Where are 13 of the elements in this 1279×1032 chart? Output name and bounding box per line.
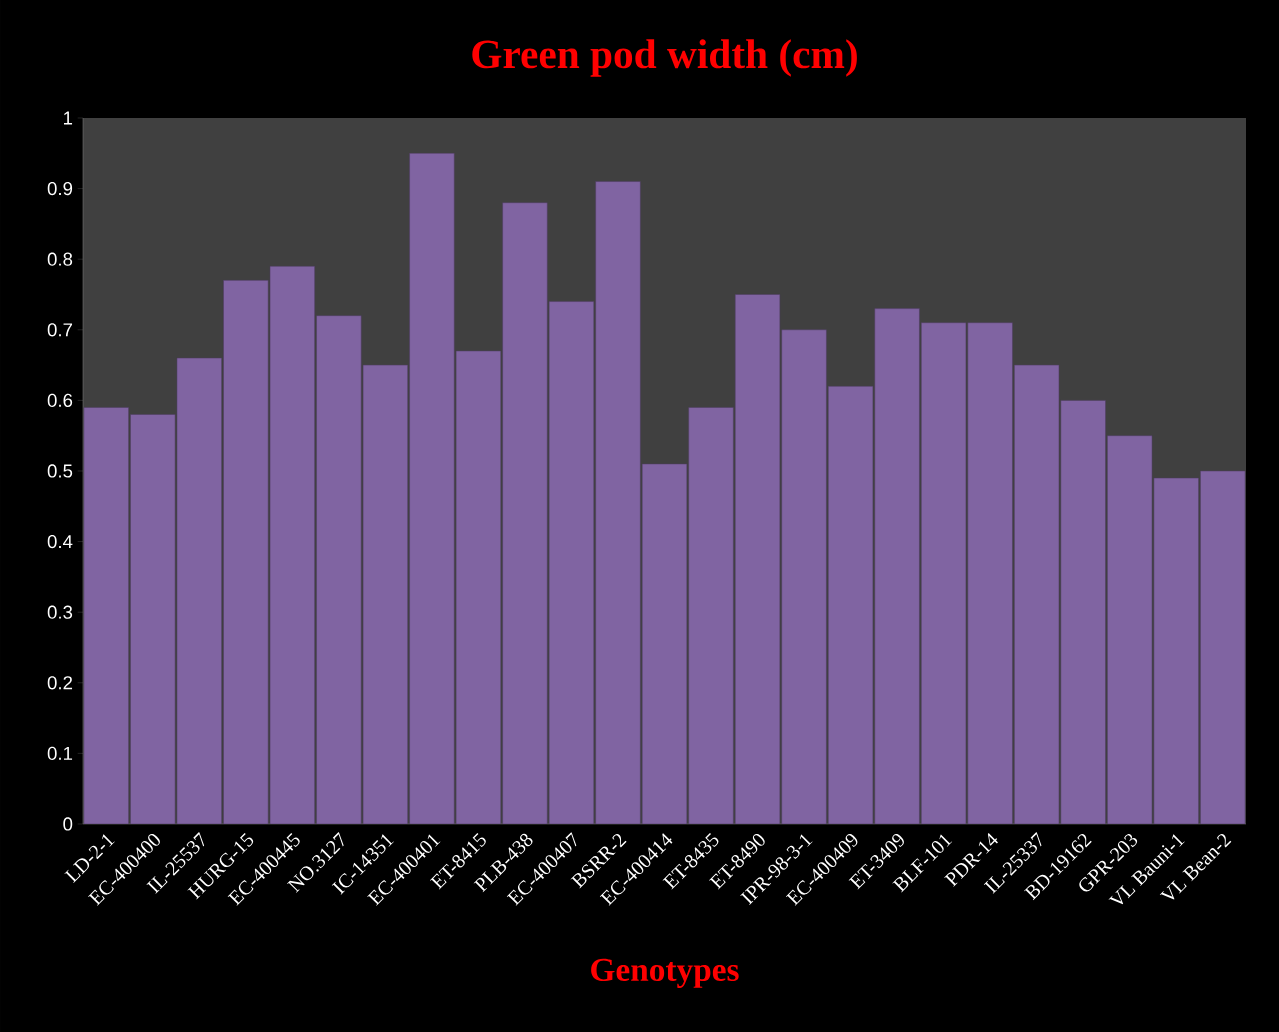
y-tick-label: 0.6	[47, 393, 73, 407]
y-tick-label: 0.5	[47, 464, 73, 478]
y-tick-label: 0.7	[47, 323, 73, 337]
chart-title: Green pod width (cm)	[472, 39, 857, 77]
y-tick-label: 0.9	[47, 181, 73, 196]
y-tick-label: 0.3	[47, 605, 73, 619]
y-tick-label: 0	[63, 817, 73, 831]
y-tick-label: 0.8	[47, 252, 73, 266]
y-tick-label: 0.2	[47, 676, 73, 690]
y-tick-label: 0.4	[47, 534, 73, 549]
y-tick-label: 0.1	[47, 746, 73, 760]
x-axis-title: Genotypes	[591, 958, 739, 988]
y-tick-label: 1	[64, 111, 73, 125]
